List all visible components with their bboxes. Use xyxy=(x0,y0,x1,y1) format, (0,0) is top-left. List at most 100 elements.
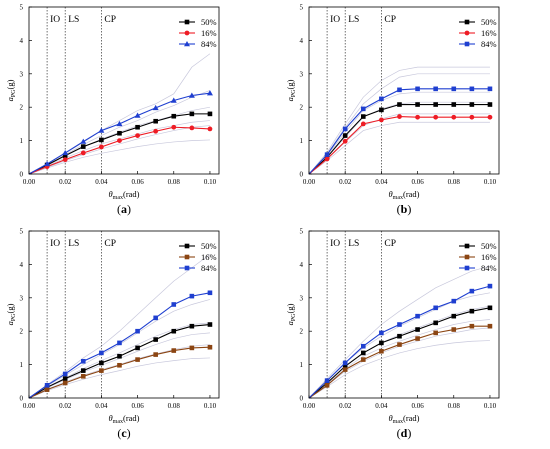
chart-panel-a: IO LS CP 0.00 0.02 0.04 0.06 0.08 0.10 0 1 2 3 4 5 θmax… xyxy=(5,4,220,216)
data-point xyxy=(487,102,493,107)
data-point xyxy=(117,130,122,136)
legend-marker xyxy=(184,243,190,249)
data-point xyxy=(324,380,330,386)
y-tick-label: 1 xyxy=(300,137,304,145)
data-point xyxy=(99,350,104,356)
data-point xyxy=(451,327,457,332)
data-point xyxy=(378,117,384,123)
y-tick-label: 5 xyxy=(300,4,304,12)
x-tick-label: 0.04 xyxy=(95,178,108,186)
data-point xyxy=(98,144,104,150)
legend-label: 84% xyxy=(481,39,497,49)
data-point xyxy=(397,102,402,107)
individual-curve xyxy=(308,319,490,399)
y-tick-label: 0 xyxy=(300,395,304,403)
data-point xyxy=(379,348,384,354)
data-point xyxy=(117,340,122,346)
x-tick-label: 0.00 xyxy=(303,402,316,410)
x-tick-label: 0.04 xyxy=(375,178,388,186)
data-point xyxy=(342,367,348,372)
legend-label: 84% xyxy=(481,263,497,273)
individual-curve xyxy=(28,139,210,175)
data-point xyxy=(360,106,366,112)
data-point xyxy=(342,363,348,369)
x-axis-label: θmax(rad) xyxy=(388,413,419,425)
data-point xyxy=(451,313,457,319)
data-point xyxy=(135,124,140,130)
data-point xyxy=(62,371,68,377)
data-point xyxy=(451,298,457,304)
individual-curve xyxy=(308,305,491,399)
data-point xyxy=(80,150,86,156)
data-point xyxy=(80,358,86,364)
data-point xyxy=(487,114,493,120)
data-point xyxy=(206,90,213,96)
data-point xyxy=(397,114,402,119)
x-tick-label: 0.02 xyxy=(339,402,352,410)
limit-label-ls: LS xyxy=(68,15,79,25)
y-tick-label: 1 xyxy=(300,361,304,369)
plot-frame xyxy=(308,230,500,399)
x-axis-label: θmax(rad) xyxy=(108,413,139,425)
legend-label: 16% xyxy=(481,28,497,38)
legend-marker xyxy=(464,265,470,271)
chart-panel-d: IO LS CP 0.00 0.02 0.04 0.06 0.08 0.10 0 1 2 3 4 5 θmax… xyxy=(285,228,500,440)
legend-label: 84% xyxy=(201,39,217,49)
y-tick-label: 2 xyxy=(300,104,304,112)
data-point xyxy=(152,104,159,111)
y-tick-label: 5 xyxy=(20,4,24,12)
data-point xyxy=(415,327,420,332)
data-point xyxy=(433,114,439,120)
data-point xyxy=(324,383,330,388)
x-axis-label: θmax(rad) xyxy=(108,189,139,201)
y-axis-label: aPG(g) xyxy=(5,79,17,101)
plot-frame xyxy=(308,6,500,175)
y-tick-label: 3 xyxy=(300,70,304,78)
data-point xyxy=(62,157,68,163)
data-point xyxy=(62,380,68,386)
y-tick-label: 5 xyxy=(20,228,24,236)
data-point xyxy=(469,102,475,107)
limit-label-io: IO xyxy=(50,15,60,25)
x-tick-label: 0.00 xyxy=(303,178,316,186)
data-point xyxy=(433,102,438,107)
data-point xyxy=(433,320,438,326)
data-point xyxy=(342,360,348,366)
data-point xyxy=(171,348,177,353)
legend-label: 50% xyxy=(201,241,217,251)
data-point xyxy=(342,138,348,144)
x-tick-label: 0.02 xyxy=(59,402,72,410)
data-point xyxy=(415,86,420,92)
y-tick-label: 4 xyxy=(300,261,304,269)
legend-label: 50% xyxy=(201,17,217,27)
legend-label: 16% xyxy=(481,252,497,262)
x-tick-label: 0.00 xyxy=(23,402,36,410)
data-point xyxy=(469,308,475,314)
data-point xyxy=(451,102,457,107)
data-point xyxy=(397,342,402,347)
data-point xyxy=(153,128,159,134)
data-point xyxy=(135,357,140,362)
x-tick-label: 0.10 xyxy=(204,178,217,186)
legend-label: 16% xyxy=(201,28,217,38)
x-tick-label: 0.10 xyxy=(204,402,217,410)
plot-frame xyxy=(28,6,220,175)
data-point xyxy=(188,92,195,98)
data-point xyxy=(99,368,104,373)
data-point xyxy=(171,302,177,307)
data-point xyxy=(80,144,86,149)
y-tick-label: 1 xyxy=(20,361,24,369)
data-point xyxy=(62,149,69,156)
data-point xyxy=(397,87,402,93)
data-point xyxy=(451,114,457,120)
individual-curve xyxy=(308,265,491,399)
individual-curve xyxy=(308,73,490,175)
data-point xyxy=(153,118,158,124)
data-point xyxy=(415,102,420,107)
data-point xyxy=(379,107,384,113)
data-point xyxy=(360,114,366,119)
individual-curve xyxy=(28,254,211,399)
x-tick-label: 0.06 xyxy=(411,402,424,410)
data-point xyxy=(324,152,330,157)
